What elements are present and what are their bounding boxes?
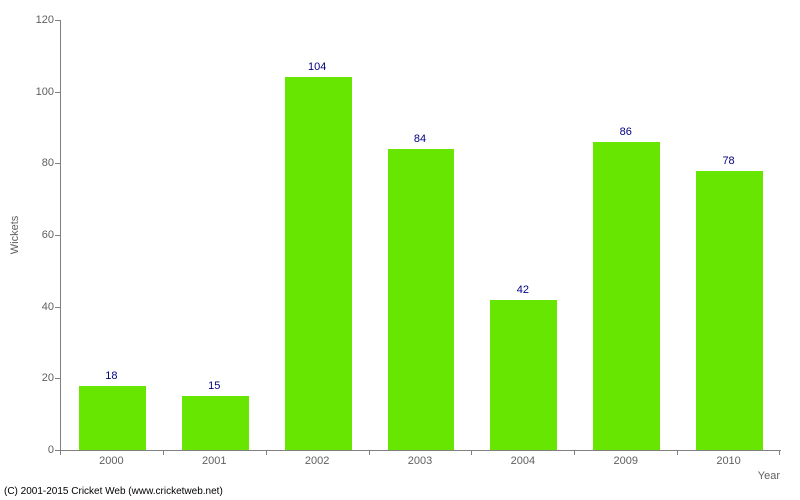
y-tick-label: 40 <box>42 301 54 313</box>
bar-value-label: 18 <box>105 370 117 382</box>
x-tick-mark <box>266 450 267 455</box>
x-tick-label: 2002 <box>305 455 329 467</box>
y-tick-label: 60 <box>42 229 54 241</box>
y-tick-mark <box>55 307 60 308</box>
bar-value-label: 42 <box>517 284 529 296</box>
x-tick-label: 2010 <box>716 455 740 467</box>
bar <box>285 77 352 450</box>
y-tick-label: 100 <box>36 86 54 98</box>
x-tick-label: 2003 <box>408 455 432 467</box>
x-axis-title: Year <box>758 470 780 482</box>
y-tick-label: 120 <box>36 14 54 26</box>
y-tick-label: 80 <box>42 157 54 169</box>
bar-value-label: 86 <box>620 126 632 138</box>
bar-value-label: 104 <box>308 61 326 73</box>
x-tick-mark <box>574 450 575 455</box>
bar-value-label: 15 <box>208 380 220 392</box>
y-tick-mark <box>55 92 60 93</box>
bar <box>593 142 660 450</box>
y-axis-title: Wickets <box>9 216 21 255</box>
bar <box>79 386 146 451</box>
y-tick-mark <box>55 378 60 379</box>
x-axis-end-tick <box>779 450 780 455</box>
x-tick-label: 2000 <box>99 455 123 467</box>
plot-area <box>60 20 781 451</box>
x-tick-mark <box>677 450 678 455</box>
y-tick-mark <box>55 163 60 164</box>
bar <box>490 300 557 451</box>
bar <box>388 149 455 450</box>
x-tick-label: 2001 <box>202 455 226 467</box>
x-tick-mark <box>369 450 370 455</box>
x-tick-mark <box>60 450 61 455</box>
bar <box>182 396 249 450</box>
x-tick-mark <box>163 450 164 455</box>
bar-value-label: 78 <box>722 155 734 167</box>
bar <box>696 171 763 451</box>
bar-value-label: 84 <box>414 133 426 145</box>
x-tick-mark <box>471 450 472 455</box>
copyright-text: (C) 2001-2015 Cricket Web (www.cricketwe… <box>4 486 223 497</box>
y-tick-label: 0 <box>48 444 54 456</box>
y-tick-mark <box>55 235 60 236</box>
x-tick-label: 2004 <box>511 455 535 467</box>
y-tick-mark <box>55 20 60 21</box>
chart-container: Wickets Year (C) 2001-2015 Cricket Web (… <box>0 0 800 500</box>
y-tick-label: 20 <box>42 372 54 384</box>
x-tick-label: 2009 <box>613 455 637 467</box>
